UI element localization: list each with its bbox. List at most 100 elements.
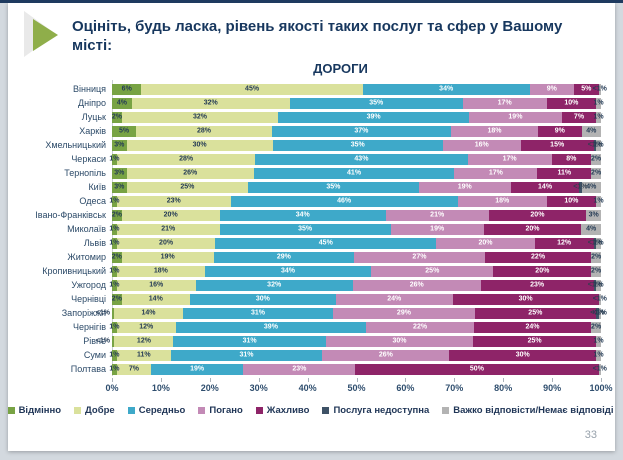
segment-label: 28% [179, 155, 194, 163]
segment-label: <1% [573, 183, 588, 191]
segment-label: 32% [203, 99, 218, 107]
city-label: Дніпро [78, 98, 106, 108]
x-tick-label: 50% [347, 383, 366, 393]
bar-segment: 7% [116, 363, 151, 375]
segment-label: 2% [590, 155, 602, 163]
segment-label: 12% [139, 323, 154, 331]
segment-label: 9% [554, 127, 565, 135]
segment-label: 20% [535, 267, 550, 275]
stacked-bar: 1% 16% 32% 26% 23% <1% 1% [109, 279, 604, 291]
segment-label: 31% [239, 351, 254, 359]
bar-segment: 45% [141, 83, 363, 95]
stacked-bar: 1% 21% 35% 19% 20% 4% [109, 223, 601, 235]
segment-label: 43% [354, 155, 369, 163]
segment-label: 32% [267, 281, 282, 289]
bar-row: Дніпро 4% 32% 35% 17% 10% 1% [20, 96, 604, 110]
legend-label: Важко відповісти/Немає відповіді [453, 405, 614, 416]
segment-label: 7% [573, 113, 585, 121]
x-tick-mark [258, 378, 260, 382]
bar-segment: 11% [116, 349, 171, 361]
segment-label: 1% [593, 99, 604, 107]
page-number: 33 [584, 429, 597, 441]
segment-label: 19% [190, 365, 205, 373]
segment-label: 1% [109, 281, 120, 289]
segment-label: 25% [527, 337, 542, 345]
segment-label: 1% [593, 351, 604, 359]
bar-segment: 3% [112, 167, 127, 179]
bar-segment: 17% [462, 97, 547, 109]
bar-segment: 26% [322, 349, 450, 361]
segment-label: 26% [183, 169, 198, 177]
segment-label: 1% [109, 323, 120, 331]
segment-label: 2% [111, 295, 122, 303]
bar-segment: 2% [111, 293, 122, 305]
segment-label: 2% [111, 211, 122, 219]
legend-swatch [322, 407, 330, 414]
segment-label: 16% [474, 141, 489, 149]
city-label: Харків [79, 126, 106, 136]
bar-segment: 23% [116, 195, 231, 207]
segment-label: 1% [109, 155, 120, 163]
bar-row: Полтава 1% 7% 19% 23% 50% <1% [20, 362, 607, 376]
segment-label: 16% [149, 281, 164, 289]
stacked-bar: 1% 28% 43% 17% 8% 2% [109, 153, 602, 165]
legend-item: Важко відповісти/Немає відповіді [442, 405, 613, 416]
bar-segment: 22% [484, 251, 592, 263]
city-label: Івано-Франківськ [35, 210, 106, 220]
segment-label: 20% [159, 239, 174, 247]
bar-segment: 26% [352, 279, 481, 291]
city-label: Луцьк [81, 112, 106, 122]
city-label: Ужгород [71, 280, 106, 290]
stacked-bar: 2% 19% 29% 27% 22% 2% [111, 251, 601, 263]
segment-label: <1% [587, 141, 603, 149]
bar-segment: 2% [591, 251, 601, 263]
stacked-bar: 3% 30% 35% 16% 15% <1% 1% [112, 139, 604, 151]
bar-segment: 34% [219, 209, 386, 221]
bar-segment: 16% [116, 279, 196, 291]
x-tick-label: 20% [200, 383, 219, 393]
bar-segment: 11% [537, 167, 592, 179]
bar-segment: 4% [112, 97, 132, 109]
segment-label: 3% [588, 211, 599, 219]
segment-label: 21% [161, 225, 176, 233]
bar-segment: 2% [591, 167, 601, 179]
bar-segment: 31% [173, 335, 326, 347]
bar-segment: 15% [520, 139, 594, 151]
segment-label: 2% [111, 113, 122, 121]
segment-label: 18% [153, 267, 168, 275]
plot-rows: Вінниця 6% 45% 34% 9% 5% <1% Дніпро 4% 32% 35% 17% 1… [20, 80, 607, 376]
segment-label: 19% [508, 113, 523, 121]
segment-label: 2% [111, 253, 122, 261]
segment-label: 35% [326, 183, 341, 191]
bar-segment: 16% [442, 139, 521, 151]
segment-label: 22% [531, 253, 546, 261]
bar-segment: <1% [590, 307, 604, 319]
legend-swatch [442, 407, 450, 414]
legend-label: Відмінно [18, 405, 62, 416]
segment-label: <1% [592, 309, 607, 317]
bar-segment: 2% [111, 111, 122, 123]
bar-row: Запоріжжя <1% 14% 31% 29% 25% <1% <1% [20, 306, 607, 320]
segment-label: 31% [250, 309, 265, 317]
bar-segment: 31% [182, 307, 334, 319]
segment-label: 30% [192, 141, 207, 149]
bar-segment: 17% [454, 167, 538, 179]
bar-row: Львів 1% 20% 45% 20% 12% <1% 1% [20, 236, 604, 250]
bar-segment: <1% [588, 279, 602, 291]
segment-label: 30% [392, 337, 407, 345]
segment-label: 25% [528, 309, 543, 317]
legend-label: Жахливо [266, 405, 310, 416]
legend-label: Погано [209, 405, 243, 416]
segment-label: 45% [318, 239, 333, 247]
bar-segment: 34% [204, 265, 372, 277]
bar-segment: 3% [112, 181, 127, 193]
segment-label: 32% [193, 113, 208, 121]
segment-label: 31% [242, 337, 257, 345]
segment-label: 37% [354, 127, 369, 135]
segment-label: <1% [592, 365, 607, 373]
x-axis: 0% 10% 20% 30% 40% 50% 60% 70% 80% 90% 100% [105, 378, 613, 396]
bar-segment: 20% [493, 265, 592, 277]
segment-label: 34% [295, 211, 310, 219]
bar-segment: 35% [272, 139, 443, 151]
bar-segment: 14% [114, 307, 183, 319]
